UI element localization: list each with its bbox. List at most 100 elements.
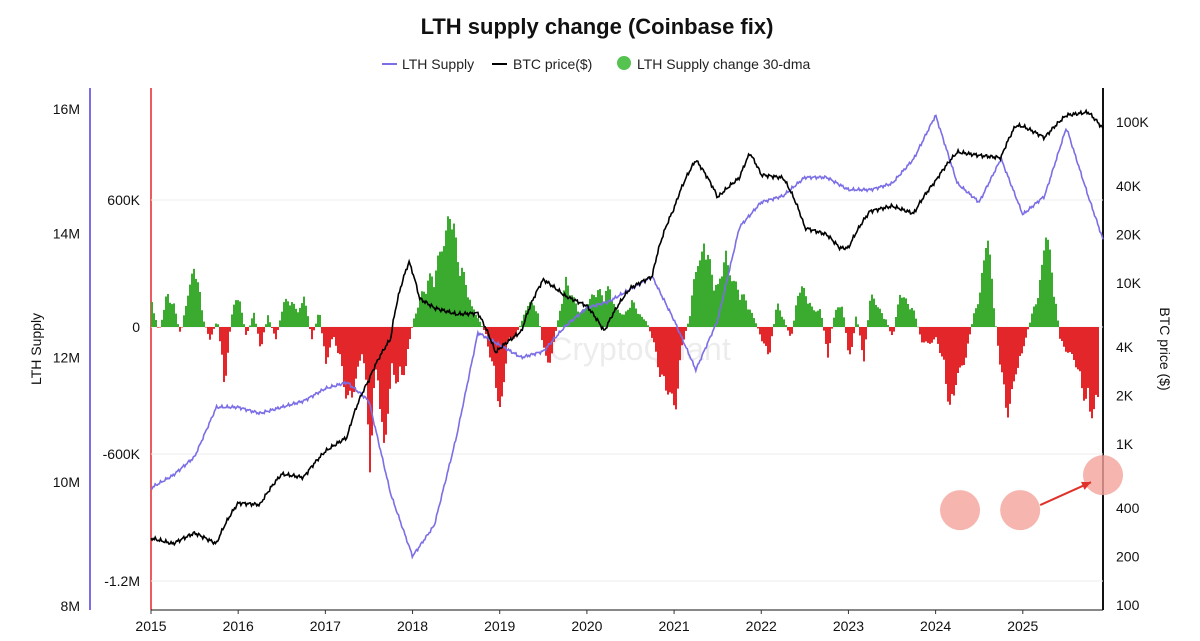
- lth-supply-change-bar: [671, 327, 673, 394]
- lth-supply-change-bar: [201, 310, 203, 327]
- lth-supply-change-bar: [365, 327, 367, 380]
- x-tick-label: 2018: [397, 618, 428, 634]
- lth-supply-change-bar: [1007, 327, 1009, 418]
- lth-supply-change-bar: [477, 318, 479, 327]
- lth-supply-change-bar: [229, 327, 231, 332]
- lth-supply-change-bar: [973, 313, 975, 327]
- lth-supply-change-bar: [775, 309, 777, 327]
- lth-supply-change-bar: [355, 327, 357, 379]
- lth-supply-change-bar: [697, 266, 699, 327]
- lth-supply-change-bar: [511, 327, 513, 339]
- lth-supply-change-bar: [541, 327, 543, 341]
- lth-supply-change-bar: [385, 327, 387, 435]
- lth-supply-change-bar: [677, 327, 679, 389]
- lth-supply-change-bar: [1035, 304, 1037, 327]
- lth-supply-change-bar: [813, 310, 815, 327]
- lth-supply-change-bar: [577, 311, 579, 327]
- lth-supply-change-bar: [215, 323, 217, 327]
- lth-supply-change-bar: [1067, 327, 1069, 353]
- y-right-tick-label: 4K: [1116, 339, 1134, 355]
- lth-supply-change-bar: [367, 327, 369, 425]
- x-tick-label: 2015: [135, 618, 166, 634]
- lth-supply-change-bar: [1063, 327, 1065, 347]
- trend-arrow-head: [1081, 481, 1091, 490]
- lth-supply-change-bar: [963, 327, 965, 366]
- lth-supply-change-series: [151, 216, 1099, 473]
- lth-supply-change-bar: [515, 327, 517, 336]
- lth-supply-change-bar: [339, 327, 341, 355]
- lth-supply-change-bar: [1073, 327, 1075, 360]
- lth-supply-change-bar: [527, 305, 529, 327]
- watermark: CryptoQuant: [549, 331, 731, 367]
- y-inner-tick-label: -600K: [103, 446, 141, 462]
- lth-supply-change-bar: [763, 327, 765, 344]
- legend-item-lth-supply[interactable]: LTH Supply: [382, 56, 474, 72]
- lth-supply-change-bar: [363, 327, 365, 364]
- lth-supply-change-bar: [565, 276, 567, 327]
- lth-supply-change-bar: [459, 275, 461, 327]
- lth-supply-change-bar: [1003, 327, 1005, 385]
- lth-supply-change-bar: [293, 303, 295, 327]
- lth-supply-change-bar: [263, 327, 265, 333]
- legend-swatch-lth-supply-change: [617, 56, 631, 70]
- lth-supply-change-bar: [323, 327, 325, 347]
- lth-supply-change-bar: [985, 248, 987, 327]
- lth-supply-change-bar: [521, 320, 523, 327]
- lth-supply-change-bar: [407, 327, 409, 350]
- lth-supply-change-bar: [943, 327, 945, 360]
- lth-supply-change-bar: [483, 327, 485, 330]
- lth-supply-change-bar: [787, 327, 789, 331]
- lth-supply-change-bar: [685, 327, 687, 331]
- lth-supply-change-bar: [513, 327, 515, 339]
- y-right-tick-label: 400: [1116, 500, 1140, 516]
- lth-supply-change-bar: [1061, 327, 1063, 342]
- legend-item-lth-supply-change[interactable]: LTH Supply change 30-dma: [617, 56, 810, 72]
- lth-supply-change-bar: [219, 327, 221, 342]
- lth-supply-change-bar: [859, 327, 861, 336]
- lth-supply-change-bar: [1021, 327, 1023, 354]
- lth-supply-change-bar: [453, 223, 455, 327]
- lth-supply-change-bar: [1025, 327, 1027, 338]
- lth-supply-change-bar: [829, 327, 831, 344]
- lth-supply-change-bar: [727, 265, 729, 327]
- lth-supply-change-bar: [993, 308, 995, 327]
- lth-supply-change-bar: [357, 327, 359, 367]
- lth-supply-change-bar: [507, 327, 509, 342]
- lth-supply-change-bar: [505, 327, 507, 364]
- y-right-tick-label: 10K: [1116, 275, 1142, 291]
- lth-supply-change-bar: [451, 229, 453, 327]
- lth-supply-change-bar: [833, 317, 835, 327]
- lth-supply-change-bar: [465, 284, 467, 327]
- lth-supply-change-bar: [1027, 327, 1029, 330]
- lth-supply-change-bar: [869, 300, 871, 327]
- lth-supply-change-bar: [649, 327, 651, 332]
- lth-supply-change-bar: [783, 319, 785, 327]
- lth-supply-change-bar: [539, 326, 541, 327]
- lth-supply-change-bar: [213, 327, 215, 329]
- lth-supply-change-bar: [1049, 249, 1051, 327]
- legend-item-btc-price[interactable]: BTC price($): [492, 56, 592, 72]
- lth-supply-change-bar: [1057, 320, 1059, 327]
- y-inner-tick-label: -1.2M: [104, 573, 140, 589]
- lth-supply-change-bar: [533, 305, 535, 327]
- y-outer-tick-label: 12M: [53, 350, 80, 366]
- y-right-tick-label: 40K: [1116, 178, 1142, 194]
- lth-supply-change-bar: [193, 268, 195, 327]
- lth-supply-change-bar: [1089, 327, 1091, 412]
- lth-supply-change-bar: [313, 327, 315, 331]
- y-inner-tick-label: 0: [132, 319, 140, 335]
- lth-supply-change-bar: [389, 327, 391, 389]
- lth-supply-change-bar: [629, 307, 631, 327]
- lth-supply-change-bar: [327, 327, 329, 358]
- lth-supply-change-bar: [821, 317, 823, 327]
- lth-supply-change-bar: [945, 327, 947, 384]
- lth-supply-change-bar: [299, 307, 301, 327]
- lth-supply-change-bar: [663, 327, 665, 377]
- lth-supply-change-bar: [463, 271, 465, 327]
- lth-supply-change-bar: [991, 278, 993, 327]
- lth-supply-change-bar: [191, 273, 193, 327]
- lth-supply-change-bar: [1059, 327, 1061, 339]
- lth-supply-change-bar: [315, 323, 317, 327]
- lth-supply-change-bar: [543, 327, 545, 348]
- lth-supply-change-bar: [975, 308, 977, 327]
